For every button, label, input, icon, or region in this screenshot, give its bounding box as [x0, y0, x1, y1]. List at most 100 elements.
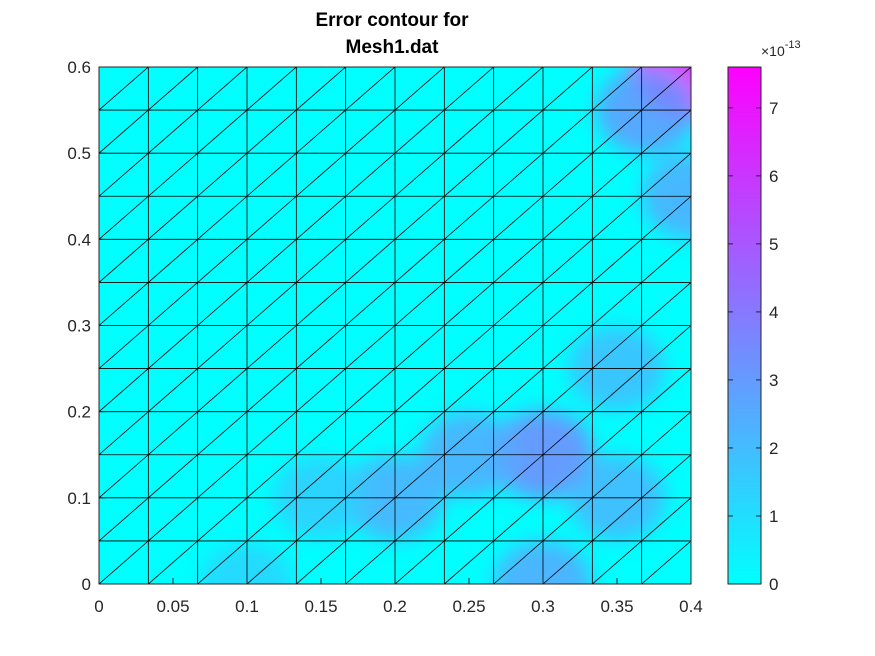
- mesh-edge-diagonal: [493, 195, 544, 240]
- mesh-edge-diagonal: [493, 368, 544, 412]
- mesh-edge-diagonal: [394, 195, 445, 240]
- mesh-edge-diagonal: [246, 411, 297, 456]
- mesh-edge-diagonal: [345, 497, 396, 542]
- mesh-edge-diagonal: [148, 368, 198, 412]
- y-tick-label: 0.2: [67, 403, 91, 422]
- mesh-edge-diagonal: [148, 497, 198, 542]
- colorbar-tick-label: 1: [769, 507, 778, 526]
- mesh-edge-diagonal: [99, 152, 149, 197]
- mesh-edge-diagonal: [296, 368, 346, 412]
- mesh-edge-diagonal: [542, 152, 593, 197]
- y-tick-label: 0.6: [67, 58, 91, 77]
- mesh-edge-diagonal: [444, 411, 494, 456]
- mesh-edge-diagonal: [197, 109, 248, 154]
- mesh-edge-diagonal: [148, 195, 198, 240]
- mesh-edge-diagonal: [592, 497, 642, 542]
- mesh-edge-diagonal: [394, 540, 445, 584]
- axes: 0 0.05 0.1 0.15 0.2 0.25 0.3 0.35 0.4 0 0.1 0.2 0.3 0…: [67, 58, 702, 616]
- mesh-edge-diagonal: [444, 282, 494, 326]
- mesh-edge-diagonal: [99, 67, 149, 111]
- mesh-edge-diagonal: [148, 411, 198, 456]
- mesh-edge-diagonal: [394, 282, 445, 326]
- mesh-edge-diagonal: [148, 67, 198, 111]
- mesh-edge-diagonal: [641, 540, 691, 584]
- mesh-edge-diagonal: [444, 368, 494, 412]
- mesh-edge-diagonal: [296, 497, 346, 542]
- x-tick-label: 0.3: [531, 597, 555, 616]
- mesh-edge-diagonal: [542, 109, 593, 154]
- y-tick-label: 0.4: [67, 230, 91, 249]
- mesh-edge-diagonal: [99, 325, 149, 369]
- mesh-edge-diagonal: [542, 497, 593, 542]
- mesh-edge-diagonal: [246, 109, 297, 154]
- colorbar-tick-label: 5: [769, 235, 778, 254]
- mesh-edge-diagonal: [493, 109, 544, 154]
- x-tick-label: 0.05: [156, 597, 189, 616]
- mesh-edge-diagonal: [345, 239, 396, 283]
- mesh-edge-diagonal: [148, 454, 198, 499]
- mesh-edge-diagonal: [493, 67, 544, 111]
- mesh-edge-diagonal: [641, 411, 691, 456]
- mesh-edge-diagonal: [493, 411, 544, 456]
- y-tick-label: 0.1: [67, 489, 91, 508]
- mesh-edge-diagonal: [493, 325, 544, 369]
- mesh-edge-diagonal: [394, 454, 445, 499]
- mesh-edge-diagonal: [592, 195, 642, 240]
- mesh-edge-diagonal: [345, 368, 396, 412]
- x-tick-label: 0.1: [235, 597, 259, 616]
- x-tick-label: 0.25: [452, 597, 485, 616]
- y-tick-label: 0.3: [67, 317, 91, 336]
- mesh-edge-diagonal: [296, 282, 346, 326]
- mesh-edge-diagonal: [99, 497, 149, 542]
- mesh-edge-diagonal: [148, 325, 198, 369]
- mesh-edge-diagonal: [444, 67, 494, 111]
- mesh-edge-diagonal: [493, 540, 544, 584]
- mesh-edge-diagonal: [641, 67, 691, 111]
- mesh-edge-diagonal: [394, 109, 445, 154]
- mesh-edge-diagonal: [493, 239, 544, 283]
- mesh-edge-diagonal: [394, 411, 445, 456]
- mesh-edge-diagonal: [444, 109, 494, 154]
- mesh-edge-diagonal: [197, 67, 248, 111]
- mesh-edge-diagonal: [641, 109, 691, 154]
- mesh-edge-diagonal: [592, 67, 642, 111]
- mesh-edge-diagonal: [542, 282, 593, 326]
- mesh-edge-diagonal: [542, 67, 593, 111]
- mesh-edge-diagonal: [296, 109, 346, 154]
- mesh-edge-diagonal: [197, 325, 248, 369]
- x-tick-label: 0.2: [383, 597, 407, 616]
- mesh-edge-diagonal: [197, 239, 248, 283]
- mesh-edge-diagonal: [394, 67, 445, 111]
- mesh-edge-diagonal: [444, 497, 494, 542]
- mesh-edge-diagonal: [296, 454, 346, 499]
- mesh-edge-diagonal: [148, 282, 198, 326]
- mesh-edge-diagonal: [444, 454, 494, 499]
- mesh-edge-diagonal: [197, 454, 248, 499]
- mesh-edge-diagonal: [592, 239, 642, 283]
- mesh-edge-diagonal: [542, 411, 593, 456]
- colorbar-exponent-base: ×10: [761, 43, 785, 59]
- plot-area: 0 0.05 0.1 0.15 0.2 0.25 0.3 0.35 0.4 0 0.1 0.2 0.3 0…: [67, 58, 702, 616]
- colorbar: 0 1 2 3 4 5 6 7 ×10-13: [727, 39, 801, 594]
- mesh-edge-diagonal: [197, 282, 248, 326]
- mesh-edge-diagonal: [592, 325, 642, 369]
- mesh-edge-diagonal: [542, 195, 593, 240]
- colorbar-tick-label: 0: [769, 575, 778, 594]
- chart-title-line-2: Mesh1.dat: [346, 37, 440, 58]
- mesh-edge-diagonal: [197, 368, 248, 412]
- mesh-edge-diagonal: [99, 454, 149, 499]
- mesh-edge-diagonal: [444, 152, 494, 197]
- mesh-edge-diagonal: [99, 195, 149, 240]
- mesh-edge-diagonal: [394, 497, 445, 542]
- colorbar-gradient: [727, 66, 762, 585]
- y-tick-label: 0.5: [67, 144, 91, 163]
- x-tick-label: 0.15: [304, 597, 337, 616]
- mesh-edge-diagonal: [394, 368, 445, 412]
- mesh-edge-diagonal: [444, 325, 494, 369]
- mesh-edge-diagonal: [148, 239, 198, 283]
- mesh-edge-diagonal: [246, 540, 297, 584]
- x-tick-label: 0.4: [679, 597, 703, 616]
- mesh-edge-diagonal: [345, 282, 396, 326]
- y-tick-label: 0: [82, 575, 91, 594]
